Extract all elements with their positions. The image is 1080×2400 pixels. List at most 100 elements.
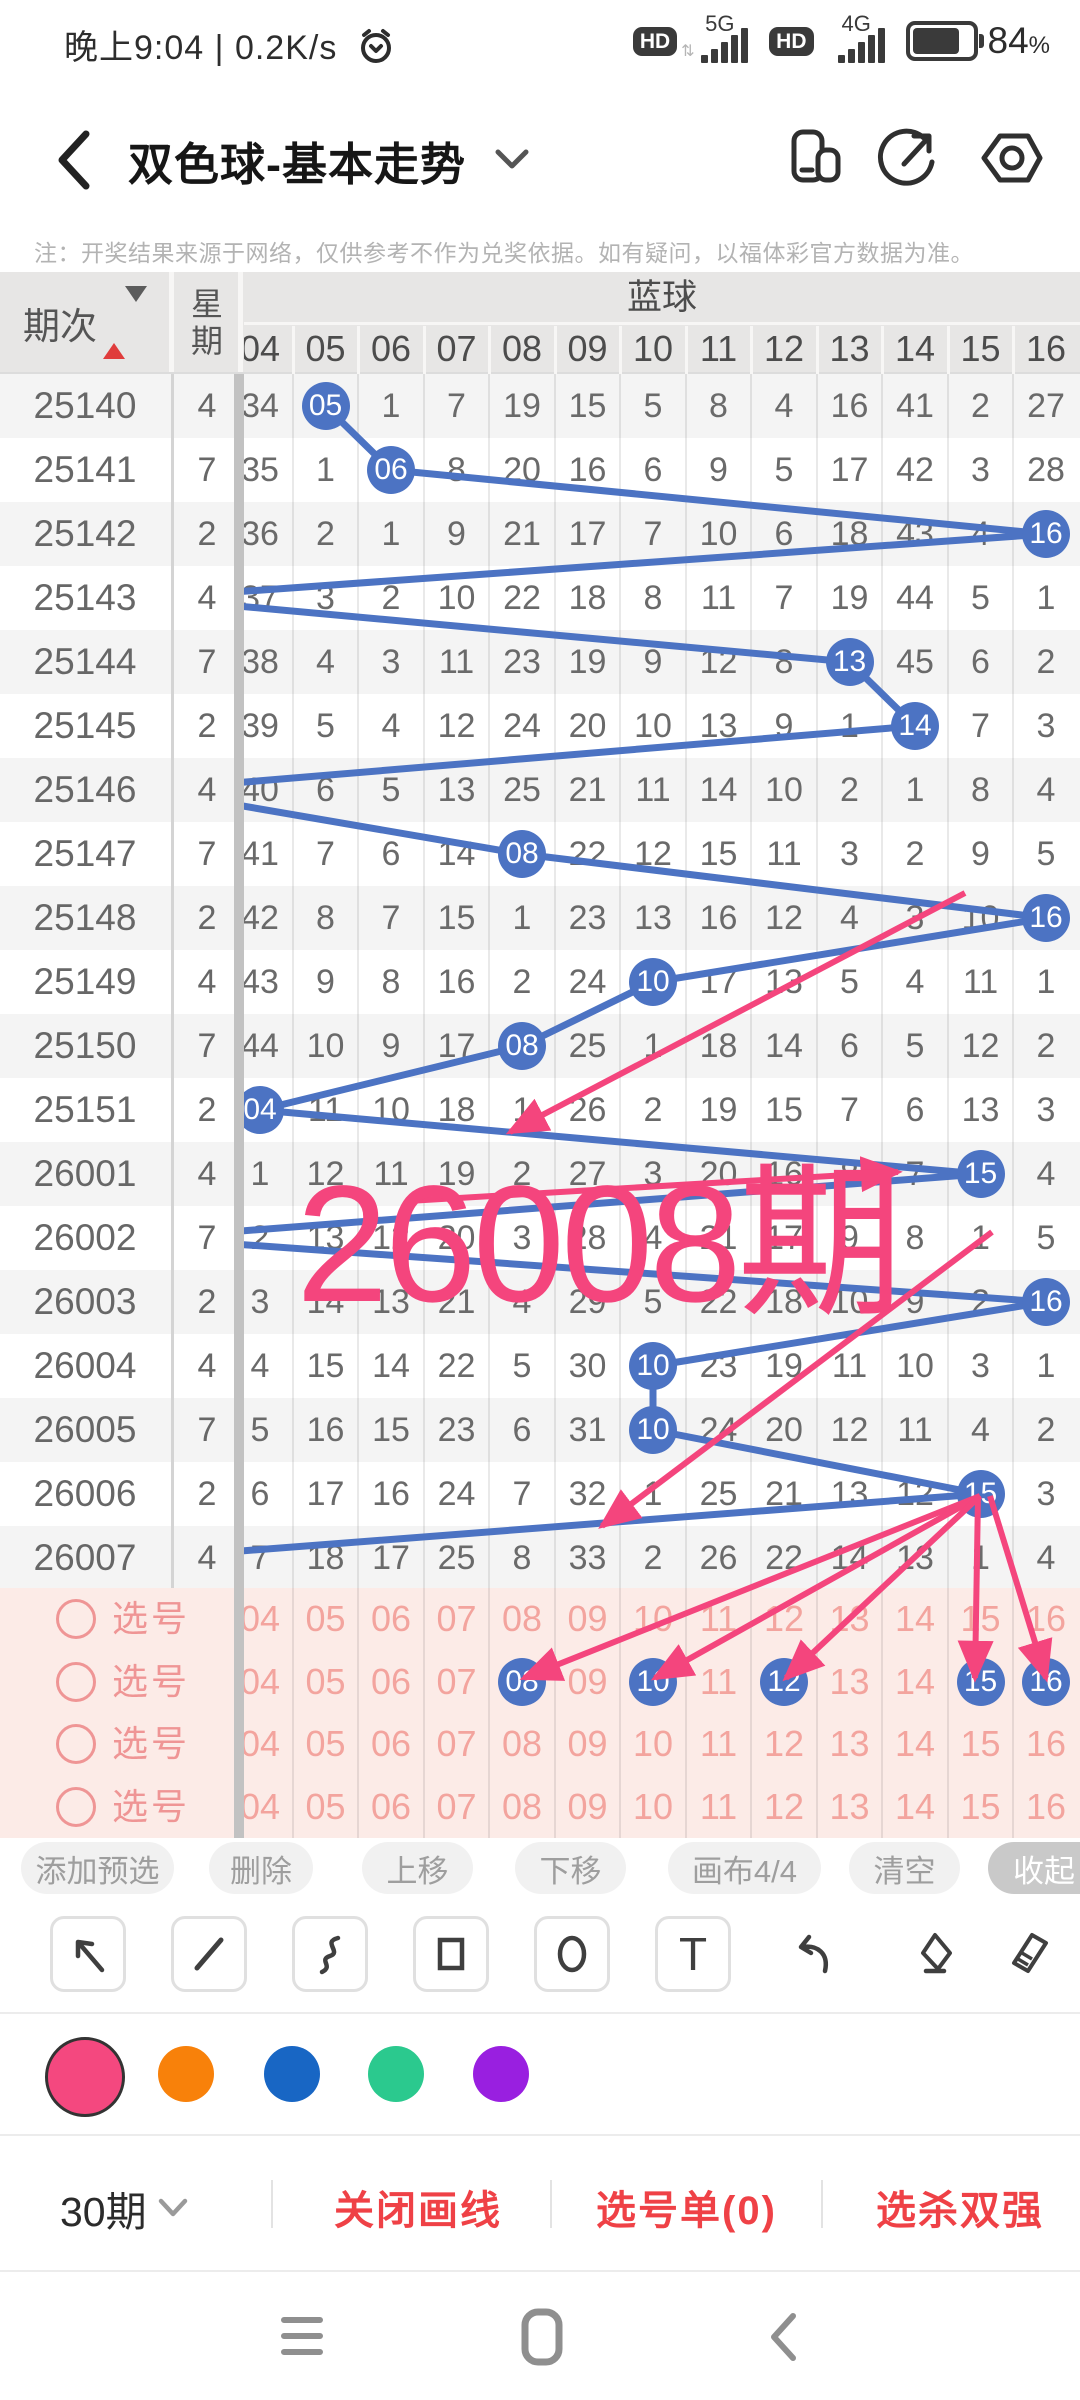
toolbar-button-4[interactable]: 下移	[515, 1842, 626, 1894]
rect-tool[interactable]	[413, 1916, 489, 1992]
pick-number[interactable]: 06	[370, 1660, 412, 1702]
pick-number[interactable]: 07	[436, 1598, 477, 1639]
pane-divider[interactable]	[234, 374, 244, 1838]
pick-number[interactable]: 09	[567, 1785, 608, 1827]
pick-number[interactable]: 16	[1025, 1723, 1067, 1764]
pick-number[interactable]: 12	[763, 1785, 805, 1827]
pick-number[interactable]: 07	[436, 1660, 477, 1702]
line-tool[interactable]	[171, 1916, 247, 1992]
eraser-icon[interactable]	[897, 1916, 973, 1992]
issue-cell: 25141	[33, 449, 137, 490]
ball-column-header: 16	[1025, 328, 1067, 369]
floating-window-icon[interactable]	[782, 124, 850, 192]
color-swatch-4[interactable]	[368, 2046, 424, 2102]
pick-row-radio[interactable]	[56, 1724, 96, 1764]
text-tool[interactable]: T	[655, 1916, 731, 1992]
pick-number[interactable]: 06	[370, 1785, 412, 1827]
drawn-ball: 05	[301, 382, 350, 430]
pick-number[interactable]: 11	[699, 1723, 738, 1764]
color-swatch-3[interactable]	[264, 2046, 320, 2102]
pick-number[interactable]: 05	[305, 1660, 346, 1702]
pick-number[interactable]: 15	[960, 1723, 1001, 1764]
brush-eraser-icon[interactable]	[991, 1916, 1067, 1992]
week-cell: 4	[197, 1347, 217, 1385]
pick-number[interactable]: 10	[632, 1723, 674, 1764]
pick-number[interactable]: 05	[305, 1598, 346, 1639]
pick-number[interactable]: 12	[763, 1723, 805, 1764]
pick-number[interactable]: 08	[501, 1723, 543, 1764]
week-cell: 4	[197, 1155, 217, 1193]
battery-percent: 84%	[987, 20, 1051, 61]
curve-tool[interactable]	[292, 1916, 368, 1992]
undo-icon[interactable]	[776, 1916, 852, 1992]
issue-cell: 26006	[33, 1473, 137, 1514]
pick-number[interactable]: 05	[305, 1785, 346, 1827]
pick-number[interactable]: 10	[632, 1785, 674, 1827]
share-icon[interactable]	[874, 124, 942, 192]
pick-number[interactable]: 09	[567, 1723, 608, 1764]
pick-number[interactable]: 07	[436, 1785, 477, 1827]
pick-number[interactable]: 15	[960, 1598, 1001, 1639]
pick-number[interactable]: 14	[894, 1723, 936, 1764]
pick-number[interactable]: 16	[1025, 1785, 1067, 1827]
pick-list-button[interactable]: 选号单(0)	[596, 2189, 777, 2233]
kill-pick-button[interactable]: 选杀双强	[876, 2189, 1044, 2233]
pick-row: 选号	[0, 1713, 1080, 1775]
ellipse-tool[interactable]	[534, 1916, 610, 1992]
color-swatch-1[interactable]	[45, 2037, 125, 2117]
drawn-ball: 06	[367, 446, 415, 494]
menu-icon[interactable]	[278, 2312, 326, 2360]
ball-column-header: 12	[763, 328, 805, 369]
pick-number[interactable]: 11	[699, 1785, 738, 1827]
toolbar-button-1[interactable]: 添加预选	[21, 1842, 174, 1894]
pick-number[interactable]: 06	[370, 1723, 412, 1764]
toolbar-button-2[interactable]: 删除	[209, 1842, 313, 1894]
pick-number[interactable]: 14	[894, 1598, 936, 1639]
period-selector[interactable]: 30期	[60, 2178, 189, 2238]
pick-row-radio[interactable]	[56, 1599, 96, 1639]
arrow-tool[interactable]	[50, 1916, 126, 1992]
pick-number[interactable]: 04	[244, 1785, 281, 1827]
toolbar-button-5[interactable]: 画布4/4	[668, 1842, 821, 1894]
settings-icon[interactable]	[978, 124, 1046, 192]
toolbar-button-3[interactable]: 上移	[362, 1842, 473, 1894]
pick-number[interactable]: 13	[829, 1785, 870, 1827]
pick-number[interactable]: 05	[305, 1723, 346, 1764]
pick-row-radio[interactable]	[56, 1661, 96, 1702]
pick-number[interactable]: 08	[501, 1598, 543, 1639]
pick-number[interactable]: 13	[829, 1723, 870, 1764]
pick-number[interactable]: 04	[244, 1660, 281, 1702]
pick-number[interactable]: 09	[567, 1598, 608, 1639]
issue-column-header[interactable]: 期次	[0, 272, 170, 374]
collapse-button[interactable]: 收起	[988, 1842, 1080, 1894]
pick-number[interactable]: 11	[699, 1660, 738, 1702]
status-right: HD 5G ⇅ HD 4G 84%	[632, 11, 1051, 70]
pick-number[interactable]: 09	[567, 1660, 608, 1702]
pick-number[interactable]: 04	[244, 1598, 281, 1639]
color-swatch-2[interactable]	[158, 2046, 214, 2102]
pick-number[interactable]: 15	[960, 1785, 1001, 1827]
home-icon[interactable]	[521, 2308, 563, 2366]
pick-number[interactable]: 04	[244, 1723, 281, 1764]
dropdown-icon[interactable]	[492, 146, 532, 174]
pick-number[interactable]: 13	[829, 1660, 870, 1702]
pick-number[interactable]: 14	[894, 1785, 936, 1827]
pick-row-label: 选号	[112, 1785, 191, 1827]
drawn-ball: 16	[1022, 1278, 1070, 1326]
back-icon[interactable]	[52, 128, 96, 192]
color-swatch-5[interactable]	[473, 2046, 529, 2102]
issue-cell: 25140	[33, 385, 137, 426]
close-drawing-button[interactable]: 关闭画线	[334, 2189, 502, 2233]
pick-row-radio[interactable]	[56, 1786, 96, 1827]
nav-back-icon[interactable]	[766, 2312, 800, 2362]
ball-number-pane[interactable]: 蓝球 04 05 06 07 08 09 10 11 12 13 14 15 16 34 1 7 19 15 5 8 4…	[244, 272, 1080, 1838]
pick-number[interactable]: 14	[894, 1660, 936, 1702]
alarm-icon	[360, 29, 391, 63]
toolbar-button-6[interactable]: 清空	[849, 1842, 960, 1894]
pick-number[interactable]: 08	[501, 1785, 543, 1827]
pick-number[interactable]: 07	[436, 1723, 477, 1764]
pick-number[interactable]: 06	[370, 1598, 412, 1639]
annotation-text[interactable]: 26008期	[296, 1152, 904, 1337]
week-cell: 2	[197, 1091, 217, 1129]
